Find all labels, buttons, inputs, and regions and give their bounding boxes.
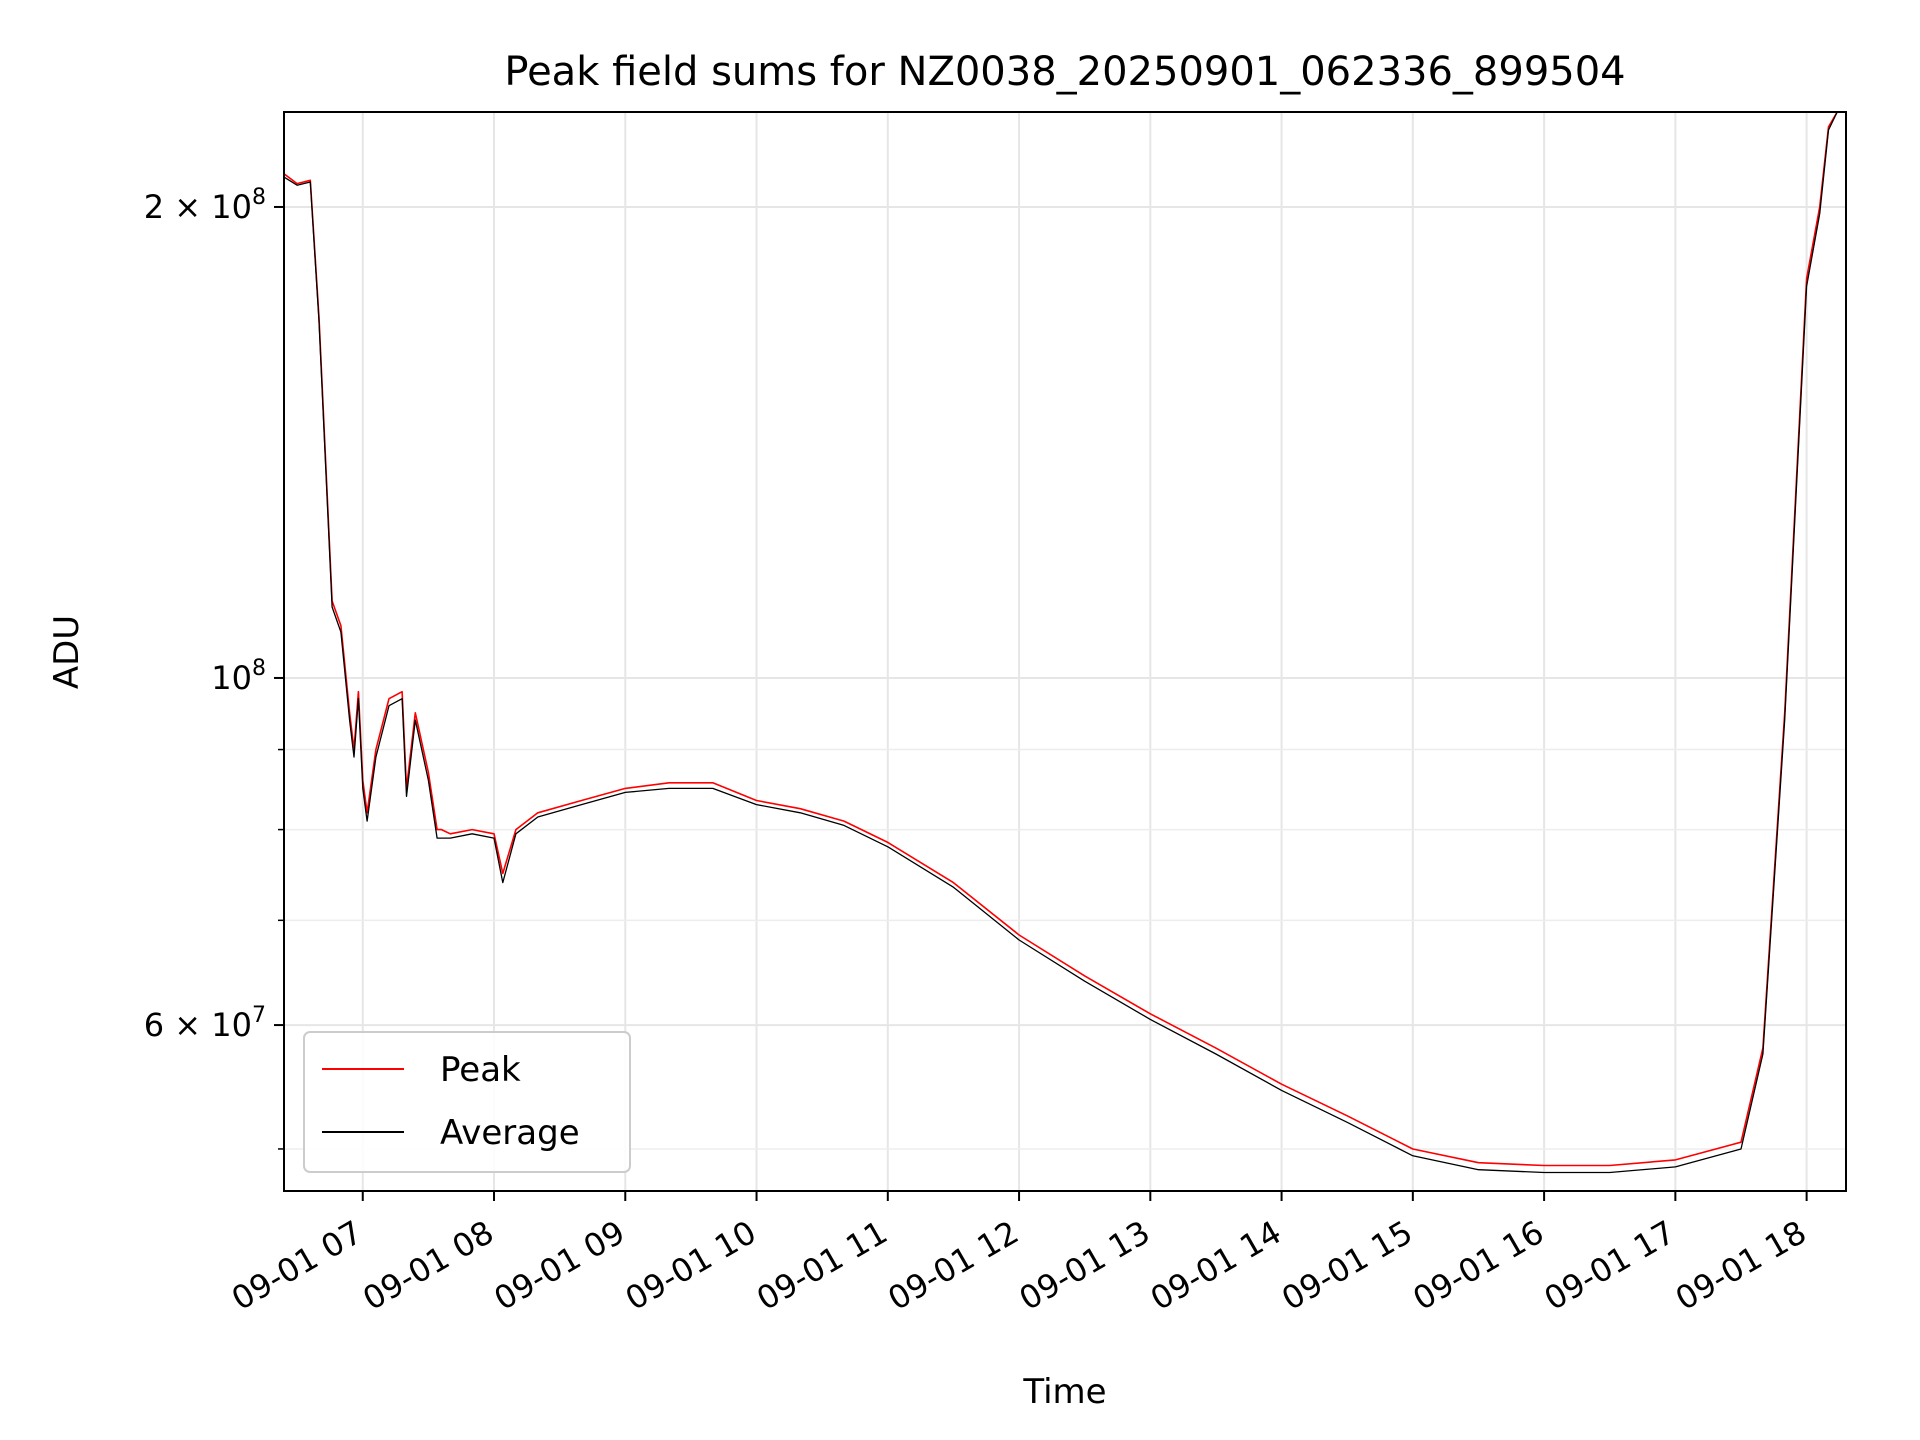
- y-tick-label: 108: [211, 656, 266, 697]
- y-tick-label: 6 × 107: [144, 1003, 266, 1044]
- legend-label-peak: Peak: [440, 1050, 521, 1090]
- legend-label-average: Average: [440, 1113, 580, 1153]
- x-axis-label: Time: [1022, 1372, 1106, 1412]
- y-tick-label: 2 × 108: [144, 185, 266, 226]
- legend: Peak Average: [303, 1031, 631, 1173]
- y-axis-label: ADU: [47, 615, 87, 689]
- plot-frame: [283, 111, 1847, 1192]
- y-axis-ticks: 2 × 108 108 6 × 107: [144, 185, 284, 1150]
- series-lines: [283, 111, 1838, 1174]
- chart-title: Peak field sums for NZ0038_20250901_0623…: [504, 49, 1625, 95]
- series-line-average: [283, 111, 1838, 1174]
- legend-box: [303, 1031, 631, 1173]
